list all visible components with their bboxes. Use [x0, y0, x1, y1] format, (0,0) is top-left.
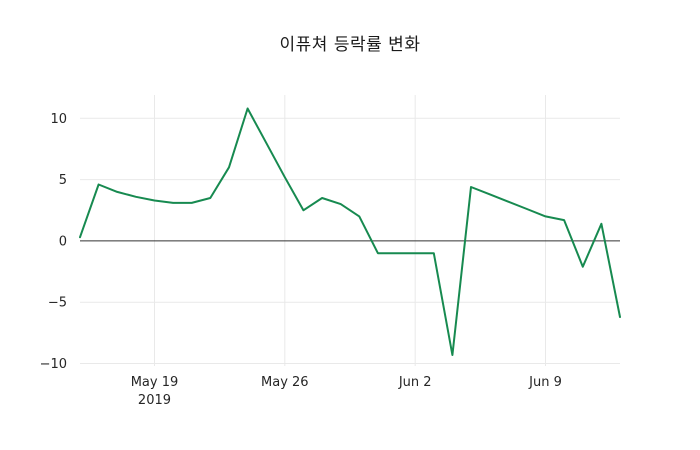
y-tick-label: 10 [50, 112, 67, 127]
x-tick-label: May 26 [261, 375, 309, 390]
chart-title: 이퓨쳐 등락률 변화 [279, 35, 421, 55]
y-tick-label: 5 [59, 173, 67, 188]
y-tick-label: −10 [40, 357, 67, 372]
x-tick-label: Jun 2 [398, 375, 432, 390]
y-tick-label: −5 [48, 296, 67, 311]
x-tick-sublabel: 2019 [138, 393, 171, 408]
series-line [79, 107, 621, 356]
x-tick-label: May 19 [131, 375, 179, 390]
y-tick-label: 0 [59, 234, 67, 249]
x-tick-label: Jun 9 [528, 375, 562, 390]
